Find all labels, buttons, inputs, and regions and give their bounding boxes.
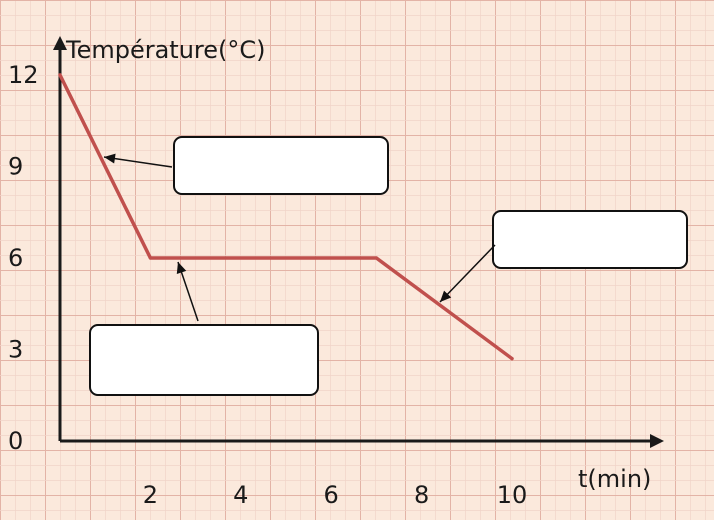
y-axis-arrowhead: [53, 36, 67, 50]
annotation-box-cooling-solid-phase: [492, 210, 688, 269]
temperature-curve: [58, 73, 514, 361]
ticks: 0 3 6 9 12 2 4 6 8 10: [8, 61, 527, 509]
data-point: [148, 256, 152, 260]
series: [58, 73, 514, 361]
axes: [53, 36, 664, 448]
y-tick-label: 3: [8, 336, 23, 364]
x-tick-label: 4: [233, 481, 248, 509]
x-tick-label: 8: [414, 481, 429, 509]
annotation-arrowhead-cooling-solid-phase: [440, 290, 452, 302]
annotations: [89, 136, 688, 396]
y-axis-title: Température(°C): [65, 36, 266, 64]
annotation-box-cooling-liquid-phase: [173, 136, 389, 195]
y-tick-label: 12: [8, 61, 39, 89]
annotation-arrow-cooling-solid-phase: [439, 244, 496, 303]
data-point: [58, 73, 62, 77]
x-axis-arrowhead: [650, 434, 664, 448]
annotation-arrowhead-solidification-plateau: [176, 262, 187, 275]
y-tick-label: 0: [8, 427, 23, 455]
y-tick-label: 9: [8, 153, 23, 181]
data-point: [510, 357, 514, 361]
data-point: [374, 256, 378, 260]
y-tick-label: 6: [8, 244, 23, 272]
annotation-box-solidification-plateau: [89, 324, 319, 396]
annotation-arrowhead-cooling-liquid-phase: [104, 153, 116, 164]
x-tick-label: 10: [497, 481, 528, 509]
x-axis-title: t(min): [578, 465, 651, 493]
annotation-arrow-cooling-liquid-phase: [103, 156, 173, 168]
x-tick-label: 6: [324, 481, 339, 509]
x-tick-label: 2: [143, 481, 158, 509]
